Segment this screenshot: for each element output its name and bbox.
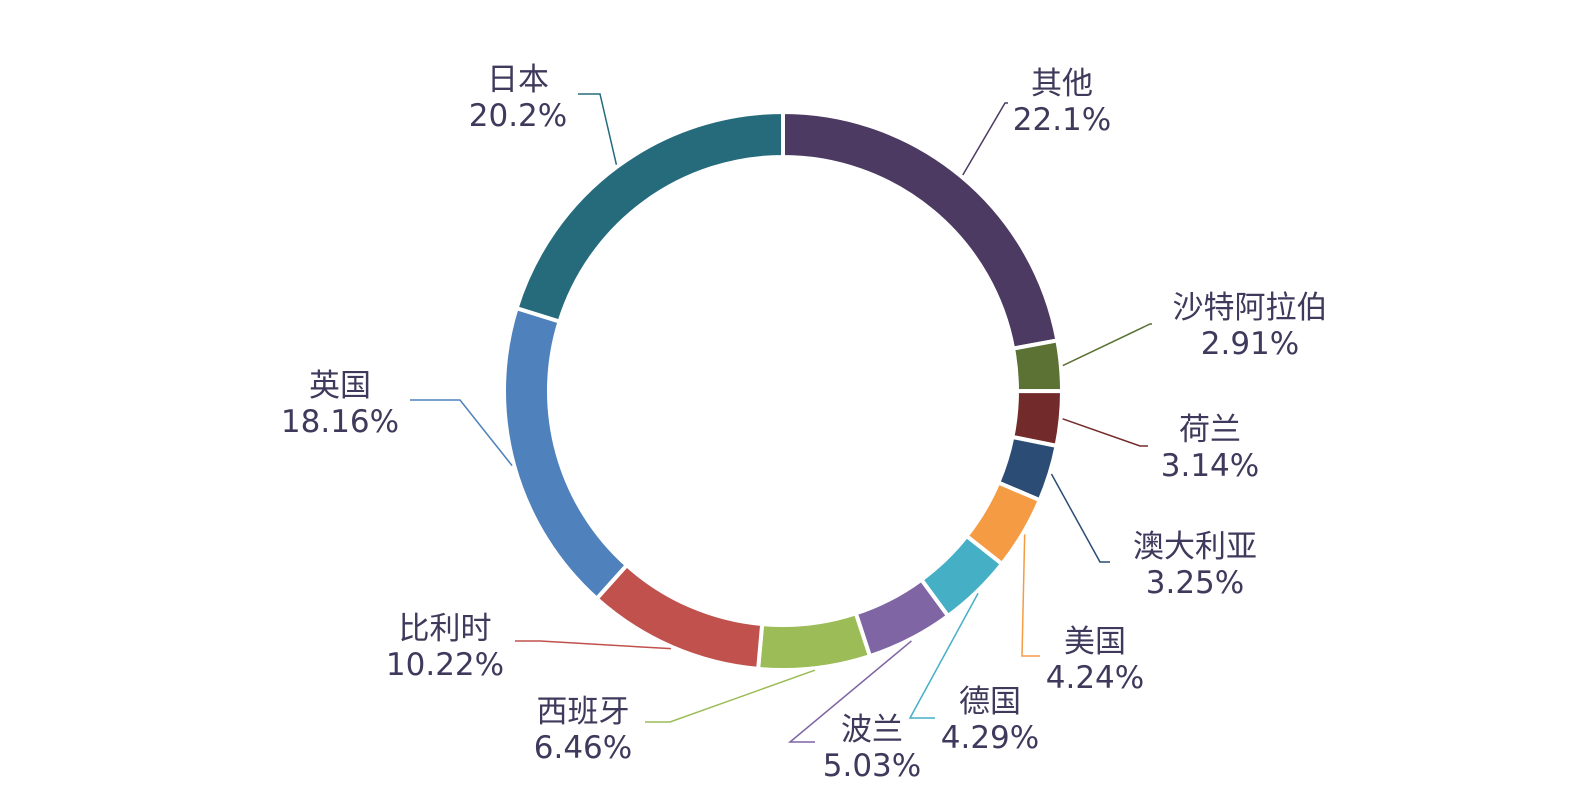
slice-value-label: 4.29% (941, 720, 1039, 756)
slice-category-label: 波兰 (841, 712, 903, 748)
slice-category-label: 荷兰 (1179, 412, 1241, 448)
leader-line (515, 640, 671, 650)
slice-category-label: 德国 (959, 684, 1021, 720)
slice-value-label: 18.16% (281, 404, 399, 440)
slice-value-label: 2.91% (1201, 326, 1299, 362)
slice-category-label: 其他 (1031, 66, 1093, 102)
donut-slice (514, 109, 785, 324)
slice-value-label: 6.46% (534, 730, 632, 766)
leader-line (645, 669, 816, 723)
leader-line (787, 640, 912, 743)
donut-slice (755, 610, 873, 672)
slice-value-label: 10.22% (386, 647, 504, 683)
leader-line (962, 102, 1008, 176)
leader-line (1050, 473, 1110, 563)
slice-category-label: 日本 (487, 62, 549, 98)
donut-slice (502, 305, 630, 602)
slice-value-label: 3.25% (1146, 565, 1244, 601)
slice-value-label: 20.2% (469, 98, 567, 134)
leader-line (410, 399, 513, 467)
donut-slice (1010, 338, 1065, 394)
slice-category-label: 沙特阿拉伯 (1173, 290, 1328, 326)
donut-slice (593, 562, 765, 672)
slice-value-label: 4.24% (1046, 660, 1144, 696)
slice-category-label: 英国 (309, 368, 371, 404)
leader-line (1062, 418, 1148, 447)
slice-category-label: 西班牙 (537, 694, 630, 730)
leader-lines (410, 93, 1152, 743)
leader-line (908, 592, 979, 719)
donut-slices (502, 109, 1065, 672)
leader-line (1021, 534, 1040, 657)
slice-category-label: 美国 (1064, 624, 1126, 660)
slice-value-label: 3.14% (1161, 448, 1259, 484)
slice-category-label: 比利时 (399, 611, 492, 647)
donut-slice (781, 109, 1060, 351)
leader-line (1062, 323, 1152, 367)
slice-category-label: 澳大利亚 (1133, 529, 1257, 565)
leader-line (578, 93, 618, 165)
slice-value-label: 22.1% (1013, 102, 1111, 138)
slice-value-label: 5.03% (823, 748, 921, 784)
